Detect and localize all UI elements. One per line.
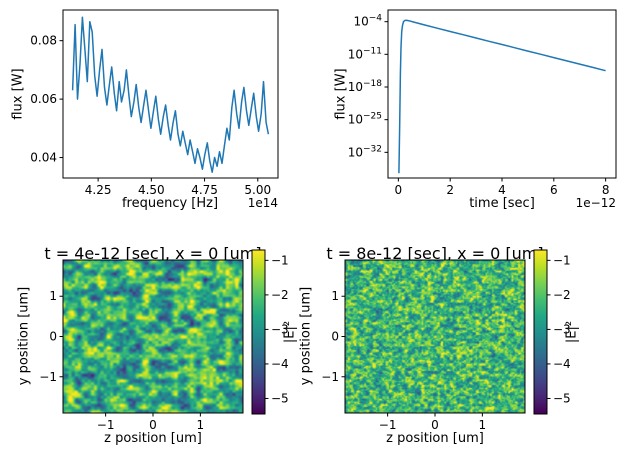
- plot1-x-offset: 1e14: [247, 196, 278, 210]
- x-tick-label: 1: [479, 418, 487, 432]
- colorbar-tick-label: −1: [553, 253, 571, 267]
- heatmap2-image: [345, 260, 525, 413]
- heatmap1-ylabel: y position [um]: [16, 286, 32, 386]
- y-tick-label: 0.08: [30, 34, 57, 48]
- y-tick-label: 10−18: [348, 79, 383, 94]
- colorbar1-label: |E|²: [282, 320, 298, 344]
- plot2-axes: 0 2 4 6 8 10−4 10−11 10−18 10−25 10−32: [348, 14, 610, 197]
- x-tick-label: 0: [395, 183, 403, 197]
- plot2-x-offset: 1e−12: [575, 196, 616, 210]
- y-tick-label: 1: [49, 289, 57, 303]
- x-tick-label: 6: [550, 183, 558, 197]
- colorbar2: [533, 249, 548, 415]
- colorbar1: [251, 249, 266, 415]
- plot2-ylabel: flux [W]: [333, 68, 349, 120]
- x-tick-label: 4.25: [85, 183, 112, 197]
- y-tick-label: 10−25: [348, 112, 382, 127]
- flux-vs-time-series: [398, 19, 606, 174]
- colorbar2-label: |E|²: [564, 320, 580, 344]
- x-tick-label: 4.75: [191, 183, 218, 197]
- plot2-frame: [387, 9, 617, 179]
- colorbar-tick-label: −5: [553, 391, 571, 405]
- colorbar-tick-label: −5: [271, 391, 289, 405]
- y-tick-label: −1: [321, 370, 339, 384]
- plot2-xlabel: time [sec]: [469, 196, 535, 211]
- y-tick-label: 0: [49, 330, 57, 344]
- y-tick-label: 10−11: [348, 46, 382, 61]
- colorbar-tick-label: −1: [271, 253, 289, 267]
- colorbar-tick-label: −2: [553, 288, 571, 302]
- y-tick-label: −1: [39, 370, 57, 384]
- y-tick-label: 1: [331, 289, 339, 303]
- heatmap2-title: t = 8e-12 [sec], x = 0 [um]: [326, 244, 544, 263]
- x-tick-label: 2: [446, 183, 454, 197]
- heatmap2-ylabel: y position [um]: [298, 286, 314, 386]
- plot1-xlabel: frequency [Hz]: [121, 196, 219, 211]
- x-tick-label: −1: [97, 418, 115, 432]
- x-tick-label: 0: [149, 418, 157, 432]
- flux-vs-frequency-series: [71, 16, 270, 173]
- heatmap1-image: [63, 260, 243, 413]
- plot1-axes: 4.25 4.50 4.75 5.00 0.04 0.06 0.08: [30, 16, 271, 197]
- x-tick-label: −1: [379, 418, 397, 432]
- y-tick-label: 10−32: [348, 144, 382, 159]
- y-tick-label: 0.06: [30, 92, 57, 106]
- y-tick-label: 10−4: [353, 14, 382, 29]
- colorbar-tick-label: −2: [271, 288, 289, 302]
- heatmap1-xlabel: z position [um]: [104, 431, 202, 446]
- x-tick-label: 4: [498, 183, 506, 197]
- heatmap1-title: t = 4e-12 [sec], x = 0 [um]: [44, 244, 262, 263]
- heatmap2-xlabel: z position [um]: [386, 431, 484, 446]
- y-tick-label: 0.04: [30, 151, 57, 165]
- x-tick-label: 4.50: [138, 183, 165, 197]
- x-tick-label: 0: [431, 418, 439, 432]
- plot1-frame: [62, 9, 279, 179]
- y-tick-label: 0: [331, 330, 339, 344]
- x-tick-label: 8: [602, 183, 610, 197]
- x-tick-label: 1: [197, 418, 205, 432]
- colorbar-tick-label: −4: [271, 357, 289, 371]
- plot1-ylabel: flux [W]: [10, 68, 26, 120]
- colorbar-tick-label: −4: [553, 357, 571, 371]
- x-tick-label: 5.00: [244, 183, 271, 197]
